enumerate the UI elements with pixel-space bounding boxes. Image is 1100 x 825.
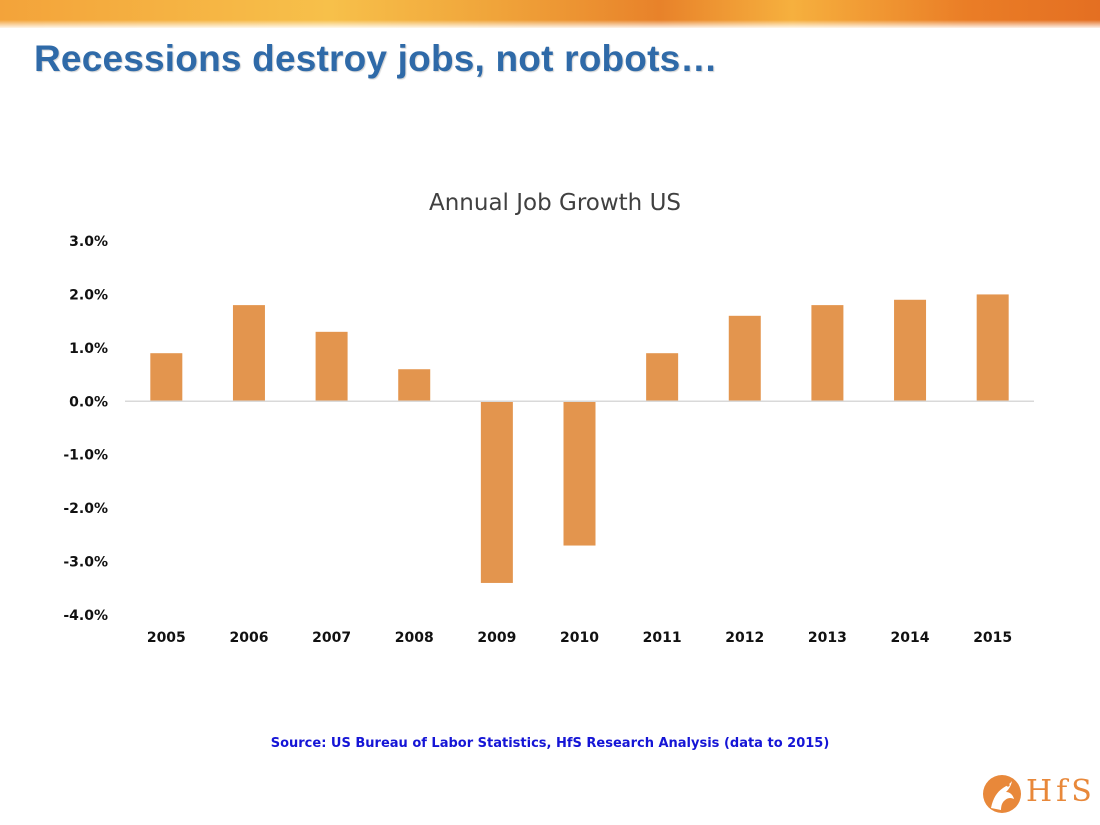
y-tick-label: -4.0% [63, 608, 108, 624]
chart-title: Annual Job Growth US [429, 190, 681, 216]
slide-title: Recessions destroy jobs, not robots… [34, 38, 718, 79]
hfs-logo: HfS [982, 770, 1092, 818]
x-tick-label: 2008 [395, 630, 434, 646]
source-note: Source: US Bureau of Labor Statistics, H… [270, 736, 830, 751]
header-banner [0, 0, 1100, 28]
x-tick-label: 2009 [477, 630, 516, 646]
bar-2008 [398, 369, 431, 402]
bar-chart: Annual Job Growth US 3.0% 2.0% 1.0% 0.0% -1.… [63, 190, 1034, 646]
y-tick-label: -3.0% [63, 555, 108, 571]
x-tick-label: 2006 [229, 630, 268, 646]
x-tick-label: 2010 [560, 630, 599, 646]
x-tick-label: 2005 [147, 630, 186, 646]
y-tick-label: 0.0% [69, 394, 108, 410]
y-tick-label: 2.0% [69, 287, 108, 303]
bar-2005 [150, 353, 183, 402]
x-axis-tick-labels: 2005 2006 2007 2008 2009 2010 2011 2012 2013 2014… [147, 630, 1012, 646]
y-tick-label: -2.0% [63, 501, 108, 517]
x-tick-label: 2013 [808, 630, 847, 646]
bar-2013 [811, 305, 844, 402]
y-tick-label: 3.0% [69, 234, 108, 250]
logo-wordmark: HfS [1026, 774, 1096, 809]
bar-2014 [894, 299, 927, 402]
bar-2010 [563, 401, 596, 546]
y-tick-label: -1.0% [63, 448, 108, 464]
bar-2007 [315, 331, 348, 402]
x-tick-label: 2011 [643, 630, 682, 646]
bar-2009 [480, 401, 513, 583]
x-tick-label: 2012 [725, 630, 764, 646]
logo-emblem-icon [983, 775, 1021, 813]
bar-2015 [976, 294, 1009, 402]
x-tick-label: 2015 [973, 630, 1012, 646]
x-tick-label: 2014 [891, 630, 930, 646]
y-axis-tick-labels: 3.0% 2.0% 1.0% 0.0% -1.0% -2.0% -3.0% -4.0% [63, 234, 108, 624]
bar-2011 [646, 353, 679, 402]
x-tick-label: 2007 [312, 630, 351, 646]
bar-2006 [232, 305, 265, 402]
y-tick-label: 1.0% [69, 341, 108, 357]
bars [150, 294, 1009, 583]
bar-2012 [728, 315, 761, 402]
